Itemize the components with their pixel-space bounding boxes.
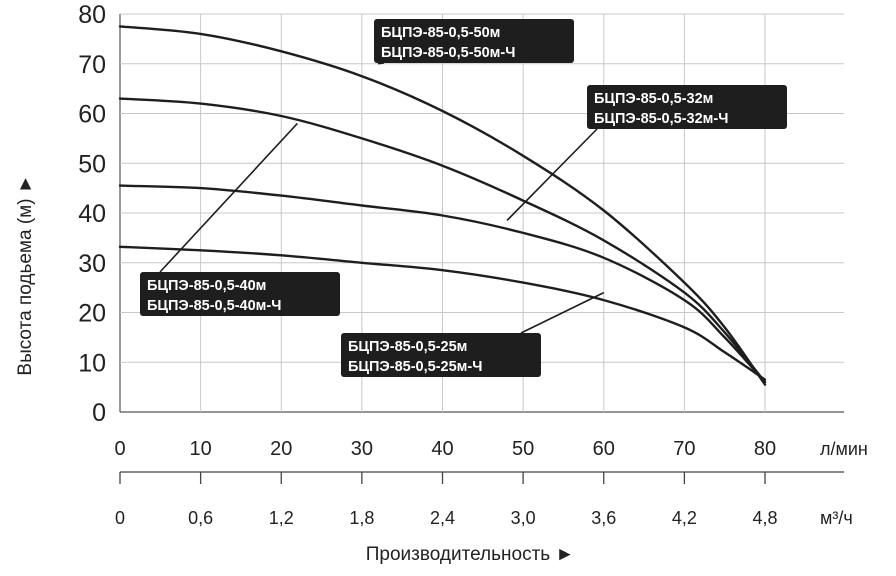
x-tick-label: 40 — [431, 438, 453, 460]
y-tick-label: 40 — [78, 200, 106, 228]
pump-curves — [118, 25, 767, 386]
series-label-text: БЦПЭ-85-0,5-40м — [147, 278, 266, 294]
series-label-text: БЦПЭ-85-0,5-32м-Ч — [594, 111, 728, 127]
x2-tick-label: 2,4 — [430, 508, 455, 528]
x-tick-label: 70 — [673, 438, 695, 460]
y-tick-label: 50 — [78, 150, 106, 178]
series-label-box — [587, 85, 787, 129]
y-tick-label: 10 — [78, 349, 106, 377]
y-axis: 0 10 20 30 40 50 60 70 80 — [78, 1, 106, 427]
series-label-box — [140, 272, 340, 316]
pump-40m-curve — [118, 97, 767, 384]
y-tick-label: 60 — [78, 101, 106, 129]
x2-tick-label: 4,2 — [672, 508, 697, 528]
y-tick-label: 80 — [78, 1, 106, 29]
series-label: БЦПЭ-85-0,5-50м БЦПЭ-85-0,5-50м-Ч — [374, 19, 574, 63]
x2-tick-label: 1,8 — [349, 508, 374, 528]
series-label: БЦПЭ-85-0,5-25м БЦПЭ-85-0,5-25м-Ч — [341, 333, 541, 377]
x-tick-label: 0 — [114, 438, 125, 460]
series-label-box — [341, 333, 541, 377]
series-label-box — [374, 19, 574, 63]
series-labels: БЦПЭ-85-0,5-50мБЦПЭ-85-0,5-50м-ЧБЦПЭ-85-… — [140, 19, 787, 377]
pump-50m-curve — [118, 25, 767, 386]
y-tick-label: 0 — [92, 399, 106, 427]
x-tick-label: 50 — [512, 438, 534, 460]
series-label-text: БЦПЭ-85-0,5-32м — [594, 91, 713, 107]
y-tick-label: 70 — [78, 51, 106, 79]
label-leader-line — [520, 291, 605, 334]
series-label-text: БЦПЭ-85-0,5-40м-Ч — [147, 298, 281, 314]
x2-tick-label: 0,6 — [188, 508, 213, 528]
x-unit-label: л/мин — [820, 439, 868, 459]
x-tick-label: 20 — [270, 438, 292, 460]
y-tick-label: 20 — [78, 300, 106, 328]
x-tick-label: 10 — [190, 438, 212, 460]
label-leader-line — [506, 128, 598, 222]
pump-25m-curve — [118, 245, 767, 381]
series-label: БЦПЭ-85-0,5-32м БЦПЭ-85-0,5-32м-Ч — [587, 85, 787, 129]
x-tick-label: 30 — [351, 438, 373, 460]
x-tick-label: 80 — [754, 438, 776, 460]
x2-tick-label: 4,8 — [752, 508, 777, 528]
label-leader-line — [377, 62, 385, 65]
series-label-text: БЦПЭ-85-0,5-25м-Ч — [348, 359, 482, 375]
series-label-text: БЦПЭ-85-0,5-50м-Ч — [381, 45, 515, 61]
x2-tick-label: 3,6 — [591, 508, 616, 528]
x2-tick-label: 3,0 — [511, 508, 536, 528]
x-tick-label: 60 — [593, 438, 615, 460]
x2-tick-label: 1,2 — [269, 508, 294, 528]
series-label: БЦПЭ-85-0,5-40м БЦПЭ-85-0,5-40м-Ч — [140, 272, 340, 316]
y-axis-title: Высота подьема (м) ► — [15, 174, 36, 375]
series-label-text: БЦПЭ-85-0,5-25м — [348, 339, 467, 355]
y-tick-label: 30 — [78, 250, 106, 278]
x2-unit-label: м³/ч — [820, 508, 853, 528]
pump-32m-curve — [118, 184, 767, 384]
x-axis-flow-m3h: 0 0,6 1,2 1,8 2,4 3,0 3,6 4,2 4,8 м³/ч — [115, 471, 853, 528]
x2-tick-label: 0 — [115, 508, 125, 528]
x-axis-title: Производительность ► — [366, 544, 575, 565]
label-leader-line — [159, 122, 298, 273]
x-axis-flow-lpm: 0 10 20 30 40 50 60 70 80 л/мин — [114, 438, 867, 460]
series-label-text: БЦПЭ-85-0,5-50м — [381, 25, 500, 41]
